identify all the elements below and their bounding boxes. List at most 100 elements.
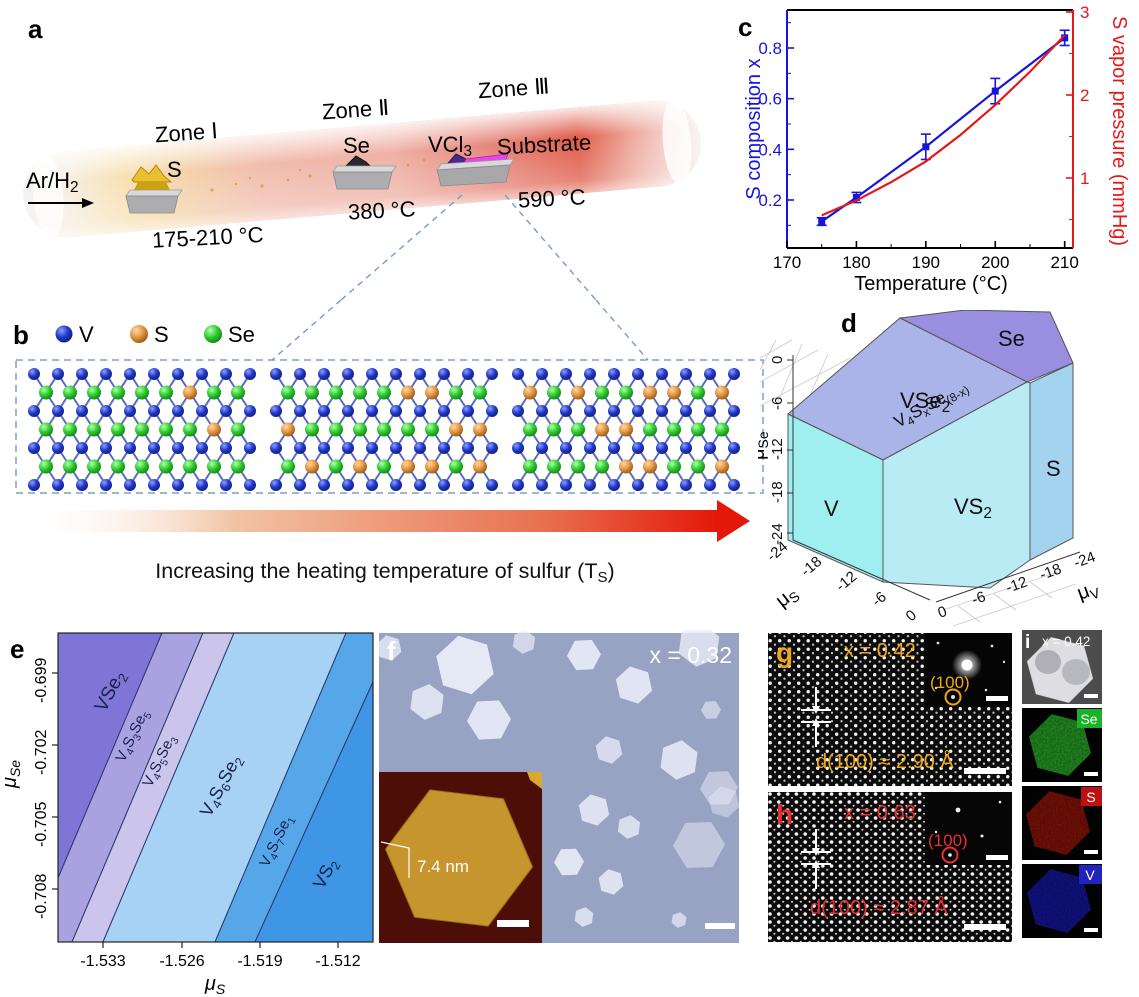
mu-s-axis-title: μS	[772, 582, 803, 614]
v-badge-label: V	[1085, 867, 1095, 883]
region-v4s7se1-label: V4S7Se1	[256, 812, 299, 871]
legend-s-label: S	[154, 322, 169, 347]
g-scale-bar	[964, 768, 1006, 774]
gas-flow-arrow	[28, 198, 94, 208]
temperature-gradient-arrow	[25, 500, 750, 542]
mu-se-tick: -12	[769, 438, 786, 460]
mu-se-axis-title: μSe	[758, 431, 771, 460]
lattice-low-sulfur	[28, 368, 256, 491]
vapor-specks	[210, 158, 426, 192]
hexagonal-flakes	[379, 630, 739, 928]
i-sem-image: i x = 0.42	[1022, 630, 1102, 704]
panel-d-3d-phase-diagram: d Se VSe2 V4SxSe(8-x) V VS2 S 0 -6	[758, 310, 1103, 627]
substrate-label: Substrate	[496, 130, 591, 160]
c-x-tick: 210	[1050, 253, 1078, 272]
panel-e-label: e	[10, 634, 24, 664]
afm-scale-bar	[497, 920, 529, 927]
e-y-tick: -0.705	[33, 802, 50, 847]
region-face-se	[898, 310, 1074, 383]
e-x-tick: -1.533	[80, 953, 125, 970]
mu-v-tick: -6	[970, 588, 988, 609]
zoom-callout-lines-lower	[271, 300, 649, 361]
mu-s-tick: -6	[869, 588, 890, 610]
region-v4s5se3	[71, 633, 235, 942]
panel-b-caption: Increasing the heating temperature of su…	[155, 559, 614, 586]
legend-v-label: V	[79, 322, 94, 347]
lattice-high-sulfur	[512, 368, 740, 491]
vcl3-material-label: VCl3	[428, 132, 472, 160]
x-axis-title: Temperature (°C)	[854, 273, 1008, 295]
right-y-axis-title: S vapor pressure (mmHg)	[1108, 16, 1130, 246]
background-grid	[759, 339, 1077, 627]
region-se-label: Se	[998, 326, 1025, 351]
region-v4s3se5	[58, 633, 204, 942]
i-scale-bar	[1084, 772, 1098, 776]
c-right-tick: 1	[1080, 169, 1089, 188]
g-dspacing-label: d(100) ≈ 2.90 Å	[816, 750, 954, 773]
i-composition-label: x = 0.42	[1042, 634, 1090, 649]
e-y-axis-title: μSe	[0, 760, 23, 789]
s-temp-label: 175-210 °C	[151, 222, 264, 253]
i-s-map: S	[1022, 786, 1102, 860]
s-atom-icon	[130, 325, 148, 343]
zoom-callout-lines	[340, 194, 597, 300]
se-badge	[1077, 709, 1102, 728]
mu-se-tick: -18	[769, 481, 786, 503]
afm-inset: 7.4 nm	[379, 772, 542, 943]
c-x-tick: 200	[981, 253, 1009, 272]
zone3-label: Zone Ⅲ	[477, 73, 550, 103]
mu-s-tick: -12	[833, 568, 861, 595]
region-v4s3se5-label: V4S3Se5	[112, 707, 155, 766]
e-y-tick: -0.702	[33, 730, 50, 775]
c-left-tick: 0.8	[758, 39, 782, 58]
i-scale-bar	[1084, 694, 1098, 698]
mu-s-tick: 0	[903, 607, 920, 625]
h-100-spot-circle	[941, 846, 959, 864]
i-scale-bar	[1084, 928, 1098, 932]
afm-thickness-label: 7.4 nm	[417, 857, 469, 876]
substrate-temp-label: 590 °C	[517, 184, 586, 213]
c-x-tick: 170	[773, 253, 801, 272]
panel-c-chart: c 170 180 190 200 210 0.2 0.4 0.6 0.8 1 2 3 Tempera…	[738, 3, 1130, 295]
mu-v-tick: -12	[1004, 573, 1030, 596]
c-x-tick: 190	[912, 253, 940, 272]
lattice-mid-sulfur	[270, 368, 498, 491]
c-left-tick: 0.4	[758, 140, 782, 159]
i-v-map: V	[1022, 864, 1102, 938]
mu-se-tick: 0	[769, 356, 786, 364]
g-composition-label: x = 0.42	[844, 640, 916, 662]
region-v4s5se3-label: V4S5Se3	[139, 732, 182, 791]
g-100-spot-circle	[944, 688, 962, 706]
region-v4s6se2	[102, 633, 347, 942]
mu-s-tick: -24	[764, 538, 792, 565]
g-diffraction-inset: (100)	[925, 633, 1012, 706]
e-y-tick: -0.708	[33, 874, 50, 919]
s-badge	[1081, 787, 1102, 806]
h-scale-bar	[964, 924, 1006, 930]
v-atom-icon	[55, 325, 73, 343]
panel-a-furnace-schematic: a Zone Ⅰ Zone Ⅱ Zone Ⅲ S Se VCl3 S	[23, 14, 701, 300]
mu-v-tick: -24	[1072, 548, 1098, 571]
panel-b-label: b	[13, 320, 29, 350]
mu-se-axis: 0 -6 -12 -18 -24 μSe	[758, 355, 794, 545]
i-scale-bar	[1084, 850, 1098, 854]
v-badge	[1079, 865, 1102, 884]
mu-v-axis: 0 -6 -12 -18 -24 μV	[936, 548, 1103, 621]
panel-f-optical-image: f x = 0.32 7.4 nm	[379, 630, 739, 943]
h-composition-label: x = 0.63	[844, 802, 916, 824]
h-spacing-arrowheads	[812, 848, 820, 868]
h-dspacing-label: d(100) ≈ 2.87 Å	[810, 896, 948, 919]
c-left-tick: 0.2	[758, 191, 782, 210]
region-face-s	[1029, 362, 1074, 561]
g-inset-scale-bar	[986, 696, 1008, 701]
h-plane-label: (100)	[928, 831, 968, 850]
region-vs2-label: VS2	[954, 494, 992, 522]
legend-se-label: Se	[228, 322, 255, 347]
mu-s-tick: -18	[798, 553, 826, 580]
left-y-axis-title: S composition x	[743, 58, 765, 199]
e-x-tick: -1.512	[315, 953, 360, 970]
mu-se-tick: -24	[769, 523, 786, 545]
f-scale-bar	[705, 923, 735, 929]
zone2-label: Zone Ⅱ	[321, 95, 390, 125]
c-x-tick: 180	[842, 253, 870, 272]
